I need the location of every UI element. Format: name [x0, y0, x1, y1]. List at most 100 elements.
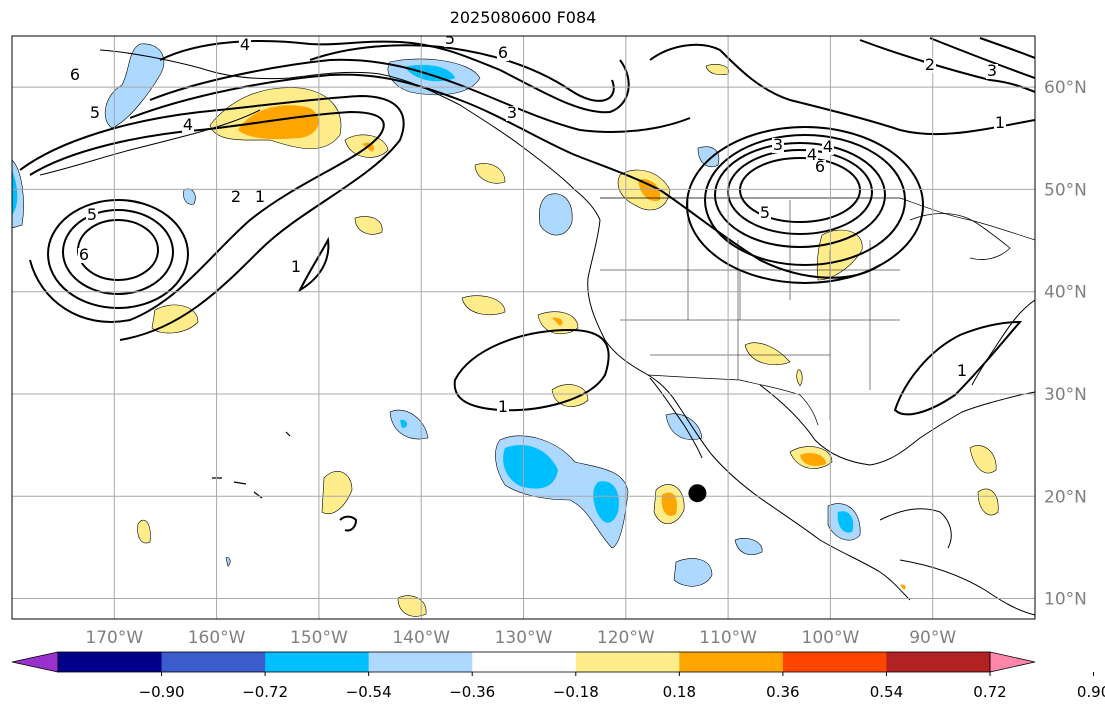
aleutian-arc: [39, 109, 261, 176]
positive-anomaly-blob: [969, 445, 997, 474]
contour-label: 5: [90, 103, 100, 122]
contour-label: 3: [987, 61, 997, 80]
contour-line: [453, 328, 610, 412]
longitude-tick-label: 100°W: [802, 628, 860, 648]
contour-label-bg: [806, 148, 818, 163]
contour-label-bg: [994, 116, 1006, 131]
colorbar-segment: [886, 652, 991, 672]
contour-label-bg: [497, 400, 509, 415]
contour-ring: [47, 199, 189, 309]
negative-anomaly-blob: [503, 444, 558, 489]
contour-label: 1: [291, 257, 301, 276]
colorbar-segment: [368, 652, 473, 672]
colorbar-tick-label: 0.54: [870, 683, 903, 701]
anomaly-fills: [12, 43, 999, 617]
contour-label-bg: [69, 68, 81, 83]
negative-anomaly-blob: [12, 159, 24, 229]
colorbar-tick-label: −0.54: [346, 683, 392, 701]
contour-label-bg: [506, 106, 518, 121]
colorbar-segment: [679, 652, 784, 672]
contour-label: 1: [995, 113, 1005, 132]
contour-label: 1: [957, 361, 967, 380]
positive-anomaly-blob: [474, 163, 506, 184]
contour-line: [149, 58, 691, 133]
contour-line: [649, 43, 1035, 136]
colorbar-segment: [58, 652, 163, 672]
positive-anomaly-blob: [796, 369, 803, 387]
contour-label: 4: [183, 115, 193, 134]
contour-label: 6: [815, 157, 825, 176]
contour-label-bg: [290, 260, 302, 275]
great-lakes: [909, 213, 1011, 260]
positive-anomaly-blob: [552, 317, 563, 326]
colorbar: [11, 651, 1036, 673]
contour-label-bg: [497, 46, 509, 61]
positive-anomaly-blob: [977, 488, 999, 516]
us-east-coast: [971, 299, 1035, 386]
contour-label: 3: [507, 103, 517, 122]
contour-ring: [704, 134, 906, 266]
positive-anomaly-blob: [321, 471, 353, 514]
contour-label-bg: [772, 138, 784, 153]
colorbar-tick-label: 0.72: [973, 683, 1006, 701]
longitude-tick-label: 130°W: [495, 628, 553, 648]
contour-label-bg: [924, 58, 936, 73]
contour-line: [979, 37, 1035, 59]
negative-anomaly-blob: [837, 511, 854, 533]
contour-label: 5: [87, 205, 97, 224]
graticule: [12, 36, 1035, 619]
contour-label-bg: [89, 106, 101, 121]
contour-line: [339, 515, 358, 532]
latitude-tick-label: 50°N: [1044, 180, 1087, 200]
longitude-tick-label: 150°W: [290, 628, 348, 648]
contour-label: 1: [255, 187, 265, 206]
positive-anomaly-blob: [744, 342, 791, 365]
map-frame: [11, 35, 1036, 620]
longitude-tick-label: 120°W: [597, 628, 655, 648]
contour-line: [297, 236, 330, 293]
colorbar-tick-label: 0.36: [766, 683, 799, 701]
contour-ring: [714, 142, 886, 248]
figure-title: 2025080600 F084: [449, 8, 597, 27]
colorbar-extend-low: [11, 651, 59, 673]
negative-anomaly-blob: [593, 481, 619, 523]
contour-label: 5: [760, 203, 770, 222]
colorbar-tick-label: −0.18: [553, 683, 599, 701]
contour-label: 3: [773, 135, 783, 154]
contour-ring: [739, 157, 861, 223]
longitude-tick-label: 140°W: [392, 628, 450, 648]
negative-anomaly-blob: [405, 64, 455, 82]
contour-label: 5: [445, 29, 455, 48]
colorbar-tick-labels: −0.90 −0.72 −0.54 −0.36 −0.18 0.18 0.36 0.54 0.7…: [139, 672, 1105, 701]
positive-anomaly-blob: [661, 492, 678, 516]
positive-anomaly-blob: [800, 453, 826, 466]
contour-label-bg: [86, 208, 98, 223]
colorbar-tick-label: 0.90: [1077, 683, 1105, 701]
negative-anomaly-blob: [400, 419, 408, 428]
contour-line: [129, 73, 881, 279]
colorbar-frame: [57, 651, 991, 673]
positive-anomaly-blob: [900, 584, 906, 590]
colorbar-tick-label: −0.72: [242, 683, 288, 701]
contour-label-bg: [814, 160, 826, 175]
contour-label-bg: [230, 190, 242, 205]
colorbar-segment: [161, 652, 266, 672]
contour-ring: [62, 209, 174, 295]
colorbar-tick-label: −0.36: [449, 683, 495, 701]
negative-anomaly-blob: [734, 538, 763, 555]
positive-anomaly-blob: [638, 179, 661, 202]
colorbar-segment: [782, 652, 887, 672]
location-marker-dot: [688, 484, 707, 503]
central-america-coast: [899, 559, 1035, 616]
contour-label-bg: [78, 248, 90, 263]
contour-label-bg: [956, 364, 968, 379]
contour-label-bg: [239, 38, 251, 53]
contour-label-bg: [444, 36, 456, 47]
us-canada-border: [600, 197, 1035, 241]
positive-anomaly-blob: [397, 595, 427, 617]
negative-anomaly-blob: [225, 557, 231, 567]
contour-label: 6: [70, 65, 80, 84]
